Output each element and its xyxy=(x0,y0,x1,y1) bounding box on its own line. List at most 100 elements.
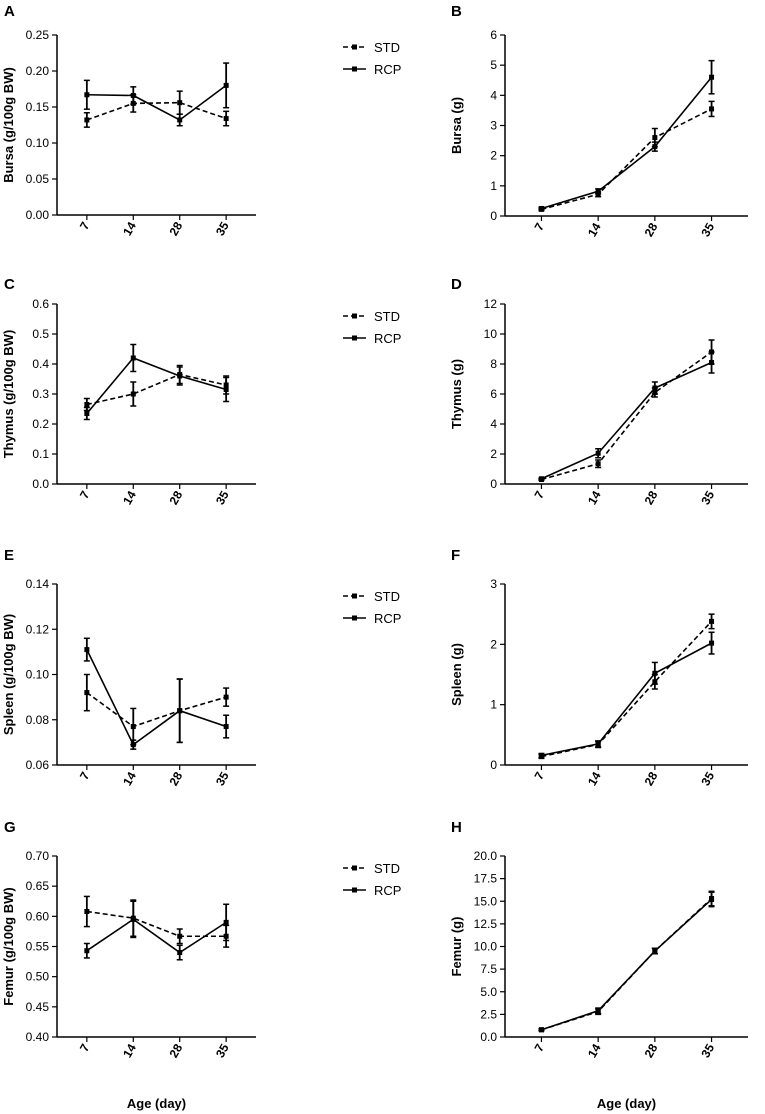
y-tick-label: 0.10 xyxy=(26,668,50,682)
series-rcp-point xyxy=(84,647,90,653)
series-rcp-point xyxy=(223,82,229,88)
series-std xyxy=(83,895,230,948)
series-std-point xyxy=(177,100,183,106)
x-tick-label: 28 xyxy=(167,769,186,788)
series-std-point xyxy=(84,909,90,915)
y-tick-label: 0.3 xyxy=(32,387,49,401)
panel-letter: H xyxy=(451,819,462,836)
series-std-point xyxy=(130,391,136,397)
legend-label-std: STD xyxy=(374,861,400,876)
series-rcp-point xyxy=(652,948,658,954)
y-tick-label: 2 xyxy=(490,637,497,651)
y-tick-label: 0.14 xyxy=(26,577,50,591)
y-tick-label: 8 xyxy=(490,357,497,371)
y-tick-label: 17.5 xyxy=(474,872,498,886)
series-rcp-line xyxy=(541,898,713,1031)
y-tick-label: 0 xyxy=(490,758,497,772)
series-rcp-line xyxy=(86,918,227,954)
series-rcp-point xyxy=(177,708,183,714)
y-tick-label: 3 xyxy=(490,119,497,133)
panel-letter: C xyxy=(4,276,15,293)
panel-e: E 0.06 0.08 0.10 0.12 0.14 7 14 28 35 Spleen (g/10… xyxy=(1,547,401,788)
x-tick-label: 7 xyxy=(77,769,93,782)
series-std-point xyxy=(84,117,90,123)
x-tick-label: 28 xyxy=(167,1041,186,1060)
panel-h: H 0.0 2.5 5.0 7.5 10.0 12.5 15.0 17.5 20.0 7 14 28 35… xyxy=(449,819,748,1111)
legend-label-std: STD xyxy=(374,309,400,324)
legend-marker-rcp xyxy=(352,615,357,621)
series-rcp-point xyxy=(223,919,229,925)
legend: STD RCP xyxy=(343,309,401,346)
series-rcp xyxy=(538,631,715,758)
series-rcp xyxy=(83,62,230,127)
x-tick-label: 14 xyxy=(585,488,604,507)
y-tick-label: 2 xyxy=(490,149,497,163)
series-std xyxy=(83,673,230,746)
x-tick-label: 14 xyxy=(585,220,604,239)
x-tick-label: 14 xyxy=(120,219,139,238)
panel-letter: A xyxy=(4,3,15,20)
y-tick-label: 10 xyxy=(484,327,498,341)
x-tick-label: 7 xyxy=(532,1041,548,1054)
legend-label-std: STD xyxy=(374,589,400,604)
series-rcp xyxy=(83,900,230,961)
y-axis-label: Bursa (g/100g BW) xyxy=(1,67,16,183)
x-tick-label: 35 xyxy=(698,1041,717,1060)
x-tick-label: 35 xyxy=(698,220,717,239)
series-rcp-point xyxy=(652,670,658,676)
legend-label-rcp: RCP xyxy=(374,62,401,77)
y-tick-label: 15.0 xyxy=(474,894,498,908)
x-tick-label: 7 xyxy=(77,1041,93,1054)
legend-marker-rcp xyxy=(352,66,357,72)
series-std-point xyxy=(595,461,601,467)
series-std-point xyxy=(709,618,715,624)
legend-label-rcp: RCP xyxy=(374,883,401,898)
y-tick-label: 7.5 xyxy=(480,962,497,976)
series-std-point xyxy=(130,724,136,730)
series-std-line xyxy=(86,691,227,728)
series-rcp-point xyxy=(223,724,229,730)
series-rcp xyxy=(538,351,715,482)
x-tick-label: 7 xyxy=(532,769,548,782)
series-rcp-point xyxy=(538,205,544,211)
series-std-point xyxy=(84,402,90,407)
series-rcp-point xyxy=(177,117,183,123)
y-axis-label: Femur (g/100g BW) xyxy=(1,887,16,1005)
series-rcp-line xyxy=(86,649,227,746)
x-tick-label: 28 xyxy=(642,488,661,507)
y-tick-label: 0.08 xyxy=(26,713,50,727)
series-std-line xyxy=(541,351,713,481)
series-rcp-point xyxy=(709,896,715,902)
legend-marker-rcp xyxy=(352,887,357,893)
series-rcp xyxy=(83,637,230,750)
series-std xyxy=(538,100,715,212)
y-tick-label: 0.45 xyxy=(26,1000,50,1014)
series-std xyxy=(538,890,715,1033)
series-rcp-point xyxy=(130,742,136,748)
series-std-line xyxy=(86,101,227,121)
y-axis-label: Femur (g) xyxy=(449,917,464,977)
legend-marker-rcp xyxy=(352,335,357,341)
y-tick-label: 0 xyxy=(490,477,497,491)
y-tick-label: 6 xyxy=(490,387,497,401)
y-axis-label: Spleen (g) xyxy=(449,643,464,706)
series-std-point xyxy=(177,933,183,939)
y-tick-label: 6 xyxy=(490,28,497,42)
series-std-point xyxy=(223,116,229,122)
series-std-point xyxy=(84,690,90,696)
series-rcp xyxy=(83,343,230,421)
series-rcp-point xyxy=(84,92,90,98)
series-rcp-point xyxy=(595,741,601,747)
series-rcp-point xyxy=(652,144,658,150)
y-tick-label: 0.15 xyxy=(26,100,50,114)
x-axis-label: Age (day) xyxy=(127,1096,186,1111)
x-tick-label: 35 xyxy=(698,488,717,507)
y-tick-label: 0.60 xyxy=(26,909,50,923)
x-tick-label: 28 xyxy=(167,219,186,238)
y-tick-label: 2 xyxy=(490,447,497,461)
series-rcp-point xyxy=(709,74,715,80)
legend-marker-std xyxy=(352,593,357,599)
series-std xyxy=(538,613,715,760)
legend-marker-std xyxy=(352,865,357,871)
